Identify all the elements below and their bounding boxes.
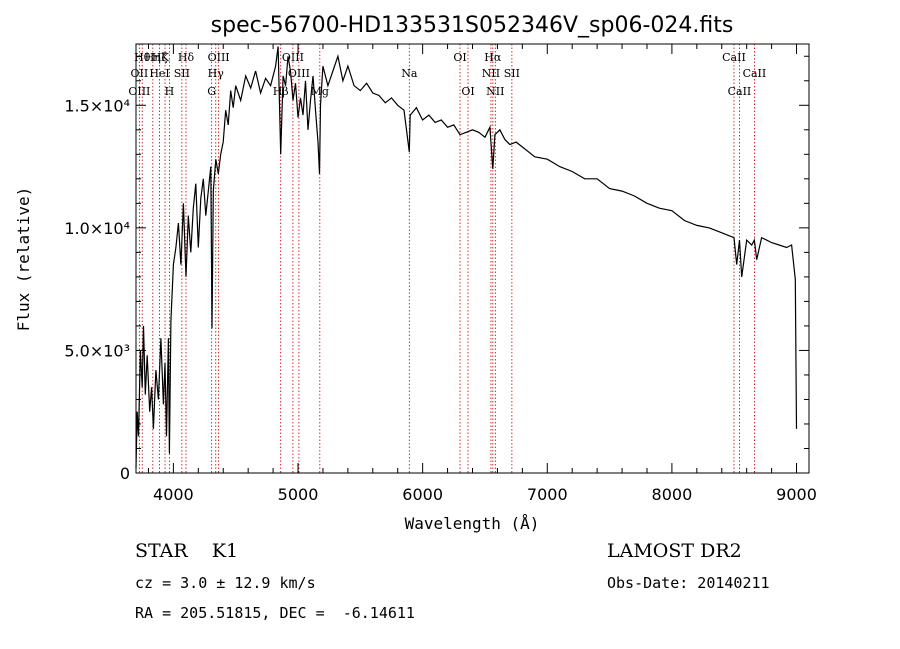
x-tick-label-2: 6000 [402, 485, 443, 504]
y-tick-label-0: 0 [120, 464, 130, 483]
line-label-17: Na [401, 67, 418, 80]
spectral-line-markers [138, 44, 755, 473]
line-label-15: OIII [288, 67, 310, 80]
y-axis: 0 5.0×10³ 1.0×10⁴ 1.5×10⁴ [64, 55, 809, 483]
y-tick-label-1: 5.0×10³ [64, 341, 130, 360]
line-label-5: HeI [149, 67, 169, 80]
x-tick-label-5: 9000 [776, 485, 817, 504]
line-label-25: CaII [728, 85, 752, 98]
x-tick-label-3: 7000 [527, 485, 568, 504]
line-label-6: K [161, 51, 170, 64]
survey-name: LAMOST DR2 [607, 540, 742, 562]
line-label-7: H [165, 85, 175, 98]
line-label-21: Hα [484, 51, 502, 64]
observation-date: Obs-Date: 20140211 [607, 574, 770, 592]
line-label-23: SII [504, 67, 520, 80]
line-label-24: CaII [722, 51, 746, 64]
line-label-0: Hθ [134, 51, 151, 64]
line-label-13: Hβ [273, 85, 289, 98]
line-label-19: OI [461, 85, 474, 98]
line-label-8: SII [174, 67, 190, 80]
x-tick-label-1: 5000 [278, 485, 319, 504]
line-label-20: NII [482, 67, 500, 80]
line-label-9: Hδ [178, 51, 195, 64]
x-tick-label-4: 8000 [652, 485, 693, 504]
chart-title: spec-56700-HD133531S052346V_sp06-024.fit… [211, 13, 734, 38]
line-label-12: OIII [208, 51, 230, 64]
line-label-18: OI [453, 51, 466, 64]
y-tick-label-3: 1.5×10⁴ [64, 96, 130, 115]
y-axis-label: Flux (relative) [14, 187, 33, 332]
line-label-16: Mg [311, 85, 329, 98]
redshift-velocity: cz = 3.0 ± 12.9 km/s [135, 574, 316, 592]
y-tick-label-2: 1.0×10⁴ [64, 219, 130, 238]
line-label-3: Hη [145, 51, 161, 64]
line-label-22: NII [486, 85, 504, 98]
line-label-4: Hζ [152, 51, 168, 64]
sky-coordinates: RA = 205.51815, DEC = -6.14611 [135, 604, 415, 622]
x-axis: 4000 5000 6000 7000 8000 9000 [147, 44, 817, 504]
x-tick-label-0: 4000 [153, 485, 194, 504]
line-label-2: OIII [128, 85, 150, 98]
line-label-1: OII [131, 67, 149, 80]
line-label-26: CaII [743, 67, 767, 80]
plot-frame [135, 43, 810, 474]
line-label-11: Hγ [208, 67, 225, 80]
object-class: STAR K1 [135, 540, 239, 562]
line-label-10: G [207, 85, 216, 98]
x-axis-label: Wavelength (Å) [405, 514, 540, 533]
line-label-14: OIII [282, 51, 304, 64]
spectrum-series-line [135, 46, 798, 469]
